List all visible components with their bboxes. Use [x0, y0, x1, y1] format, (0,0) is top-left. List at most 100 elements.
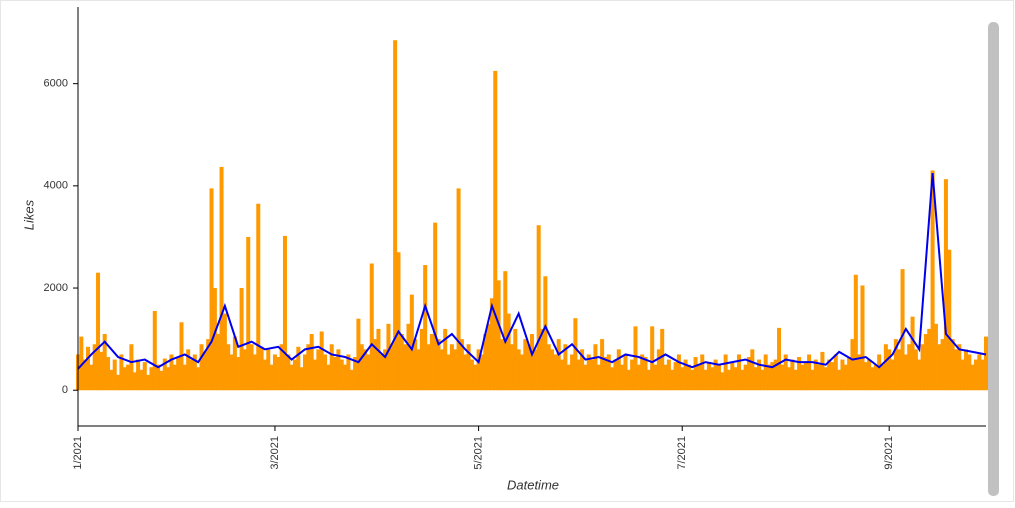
bar: [847, 357, 852, 391]
bar: [403, 344, 408, 391]
bar: [800, 364, 805, 391]
bar: [626, 369, 631, 391]
bar: [256, 203, 261, 391]
bar: [363, 349, 368, 391]
bar: [523, 339, 528, 391]
bar: [453, 349, 458, 391]
bar: [546, 344, 551, 391]
bar: [443, 328, 448, 391]
x-tick-label: 3/2021: [269, 436, 281, 470]
bar: [700, 354, 705, 391]
bar: [713, 359, 718, 391]
bar: [953, 349, 958, 391]
bar: [887, 349, 892, 391]
bar: [419, 328, 424, 391]
plot-area: [75, 40, 989, 391]
bar: [426, 344, 431, 391]
bar: [172, 364, 177, 391]
bar: [182, 364, 187, 391]
bar: [950, 339, 955, 391]
bar: [186, 349, 191, 391]
bar: [152, 311, 157, 391]
bar: [459, 339, 464, 391]
bar: [827, 359, 832, 391]
bar: [346, 354, 351, 391]
bar: [272, 354, 277, 391]
bar: [867, 359, 872, 391]
bar: [860, 285, 865, 391]
bar: [563, 344, 568, 391]
bar: [259, 346, 264, 391]
bar: [883, 344, 888, 391]
bar: [236, 357, 241, 391]
bar: [823, 367, 828, 391]
bar: [353, 357, 358, 391]
bar: [282, 235, 287, 391]
bar: [319, 331, 324, 391]
bar: [797, 357, 802, 391]
bar: [673, 362, 678, 391]
bar: [276, 357, 281, 391]
bar: [436, 339, 441, 391]
bar: [820, 351, 825, 391]
bar: [600, 339, 605, 391]
bar: [980, 359, 985, 391]
bar: [940, 339, 945, 391]
bar: [840, 359, 845, 391]
bar: [903, 354, 908, 391]
bar: [463, 354, 468, 391]
bar: [890, 359, 895, 391]
bar: [366, 354, 371, 391]
bar: [536, 225, 541, 391]
bar: [676, 354, 681, 391]
bar: [102, 334, 107, 391]
bar: [122, 367, 127, 391]
bar: [726, 369, 731, 391]
bar: [446, 354, 451, 391]
bar: [703, 369, 708, 391]
bar: [339, 359, 344, 391]
bar: [109, 369, 114, 391]
bar: [790, 359, 795, 391]
bar: [560, 359, 565, 391]
bar: [473, 364, 478, 391]
bar: [493, 70, 498, 391]
bar: [302, 354, 308, 391]
bar: [252, 354, 257, 391]
bar: [229, 354, 234, 391]
bar: [613, 359, 618, 391]
bar: [947, 249, 952, 391]
bar: [803, 362, 808, 391]
bar: [269, 364, 274, 391]
scrollbar[interactable]: [988, 22, 999, 496]
x-tick-label: 1/2021: [72, 436, 84, 470]
bar: [496, 280, 501, 391]
bar: [693, 357, 698, 391]
bar: [166, 367, 171, 391]
bar: [326, 364, 331, 391]
bar: [429, 334, 434, 391]
bar: [199, 344, 204, 391]
bar: [89, 364, 94, 391]
bar: [533, 349, 538, 391]
bar: [196, 367, 201, 391]
bar: [383, 349, 388, 391]
bar: [373, 339, 378, 391]
bar: [767, 364, 772, 391]
bar: [817, 364, 822, 391]
bar: [566, 364, 571, 391]
bar: [683, 359, 688, 391]
bar: [813, 359, 818, 391]
bar: [977, 354, 982, 391]
bar: [680, 367, 685, 391]
bar: [543, 276, 548, 391]
bar: [917, 359, 922, 391]
bar: [376, 328, 381, 391]
bar: [289, 364, 294, 391]
bar: [386, 323, 391, 391]
bar: [79, 336, 84, 391]
bar: [212, 288, 217, 391]
bar: [309, 334, 314, 391]
bar: [620, 364, 625, 391]
